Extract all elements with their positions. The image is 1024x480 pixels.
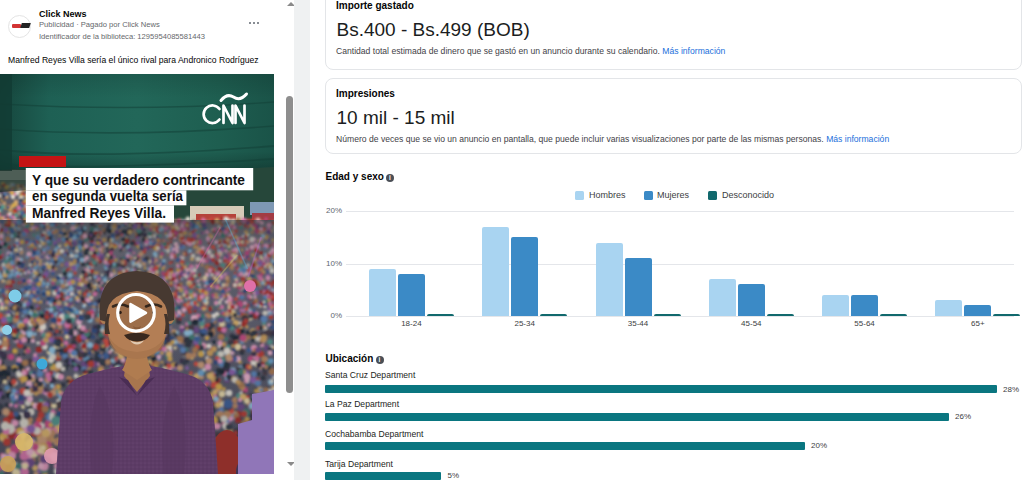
svg-text:Manfred Reyes Villa.: Manfred Reyes Villa. <box>32 205 166 221</box>
svg-text:Y que su verdadero contrincant: Y que su verdadero contrincante <box>32 172 245 188</box>
svg-text:en segunda vuelta sería: en segunda vuelta sería <box>32 188 184 204</box>
